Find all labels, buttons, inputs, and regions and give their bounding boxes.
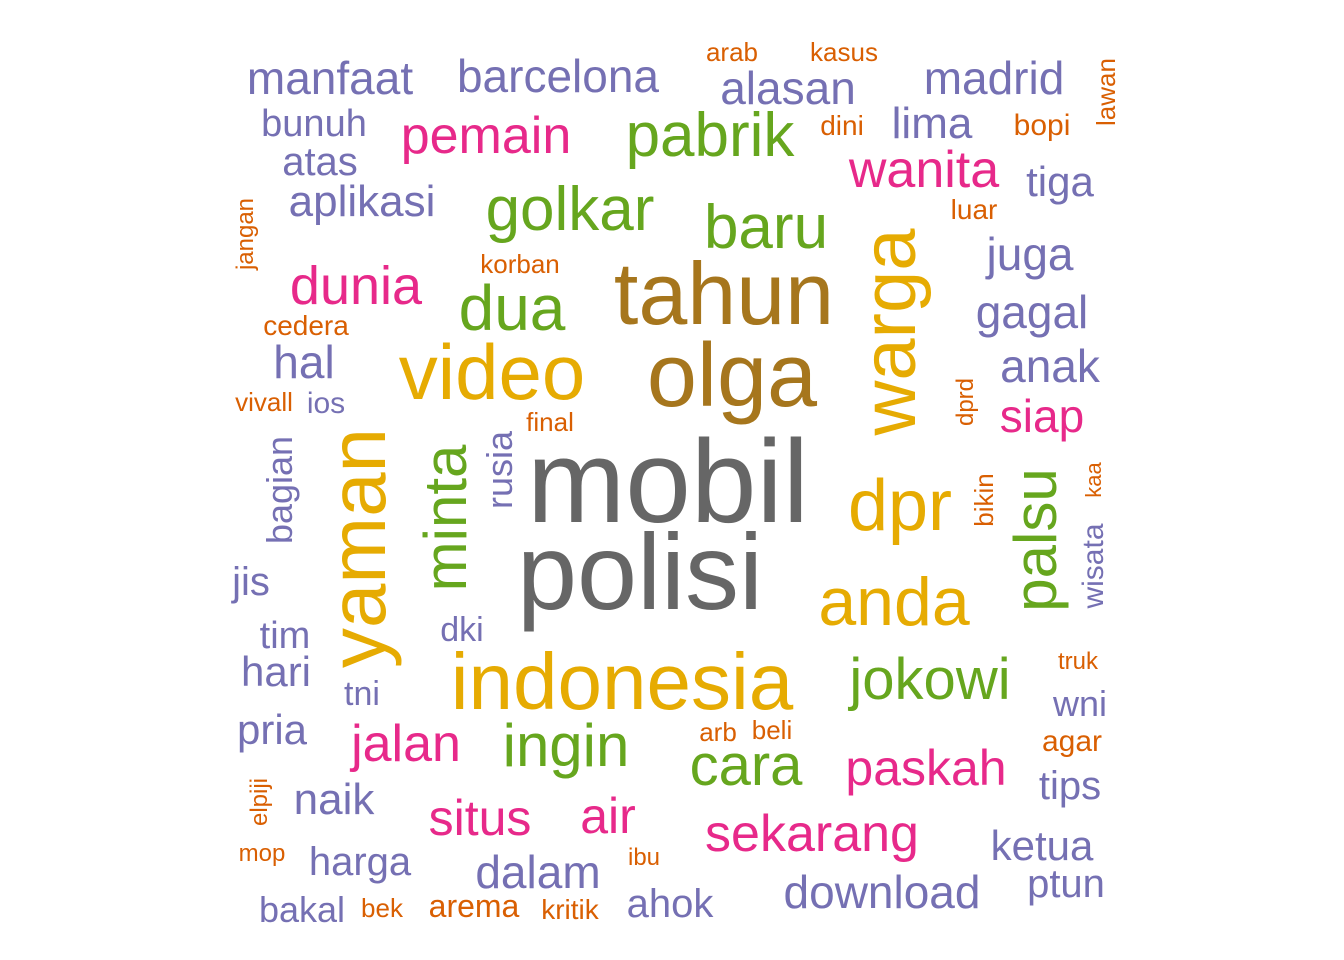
word-tni: tni [344,675,380,713]
word-manfaat: manfaat [246,52,414,104]
word-lawan: lawan [1091,58,1121,126]
word-ingin: ingin [502,712,630,779]
word-paskah: paskah [845,740,1007,796]
word-arb: arb [699,717,737,747]
word-situs: situs [428,790,532,846]
word-kritik: kritik [541,894,599,925]
word-ahok: ahok [626,882,714,926]
word-atas: atas [282,140,358,184]
word-naik: naik [293,775,375,824]
word-mop: mop [238,840,286,867]
word-vivall: vivall [235,387,293,417]
word-beli: beli [751,715,793,745]
word-dalam: dalam [475,846,601,898]
word-kasus: kasus [810,37,878,67]
word-wanita: wanita [848,141,1000,199]
word-tiga: tiga [1026,158,1094,205]
word-minta: minta [412,444,479,592]
word-jangan: jangan [232,197,259,271]
word-golkar: golkar [485,175,655,244]
word-air: air [580,788,636,844]
word-palsu: palsu [1002,468,1069,612]
word-korban: korban [480,249,560,279]
word-arab: arab [705,37,759,67]
word-bopi: bopi [1013,109,1071,142]
word-siap: siap [999,390,1085,442]
word-wisata: wisata [1077,523,1110,609]
word-bikin: bikin [969,473,999,527]
word-jalan: jalan [351,715,461,773]
word-baru: baru [703,193,829,262]
word-hari: hari [240,648,312,695]
word-ibu: ibu [627,844,661,871]
word-indonesia: indonesia [450,637,794,726]
word-dua: dua [458,272,566,344]
word-dpr: dpr [847,466,953,546]
word-aplikasi: aplikasi [288,177,436,226]
word-tips: tips [1038,764,1102,808]
word-arema: arema [428,888,520,924]
word-juga: juga [986,228,1074,280]
word-dunia: dunia [289,256,423,316]
word-elpiji: elpiji [246,777,273,827]
word-warga: warga [847,228,932,436]
word-sekarang: sekarang [705,805,919,863]
word-anak: anak [1000,340,1100,392]
word-pria: pria [236,706,308,753]
word-ptun: ptun [1027,862,1105,906]
word-polisi: polisi [516,511,764,632]
word-anda: anda [818,564,970,640]
word-mobil: mobil [527,416,809,548]
word-pabrik: pabrik [625,101,795,170]
word-bek: bek [361,893,403,923]
word-luar: luar [950,194,998,225]
word-bagian: bagian [259,435,300,545]
word-final: final [526,407,574,437]
word-pemain: pemain [400,107,572,165]
word-wni: wni [1052,683,1108,724]
word-bakal: bakal [258,889,346,930]
word-harga: harga [308,840,412,884]
word-olga: olga [646,326,818,426]
word-barcelona: barcelona [456,50,660,102]
word-cedera: cedera [263,310,349,341]
word-lima: lima [891,99,973,148]
word-hal: hal [273,336,335,388]
word-truk: truk [1057,648,1099,675]
word-tim: tim [259,615,311,657]
word-download: download [783,866,981,918]
word-yaman: yaman [313,427,402,669]
word-rusia: rusia [479,430,520,510]
word-jokowi: jokowi [849,647,1011,712]
word-agar: agar [1041,725,1103,758]
word-madrid: madrid [923,52,1065,104]
word-dki: dki [440,611,484,649]
word-video: video [398,328,586,416]
word-ketua: ketua [990,822,1094,869]
word-alasan: alasan [720,62,856,114]
word-gagal: gagal [975,286,1089,338]
word-cara: cara [689,733,803,798]
word-jis: jis [232,560,270,604]
word-ios: ios [306,387,346,420]
word-tahun: tahun [613,244,835,343]
word-bunuh: bunuh [261,103,367,145]
word-dprd: dprd [952,377,979,427]
word-kaa: kaa [1081,462,1106,498]
word-dini: dini [820,110,864,141]
